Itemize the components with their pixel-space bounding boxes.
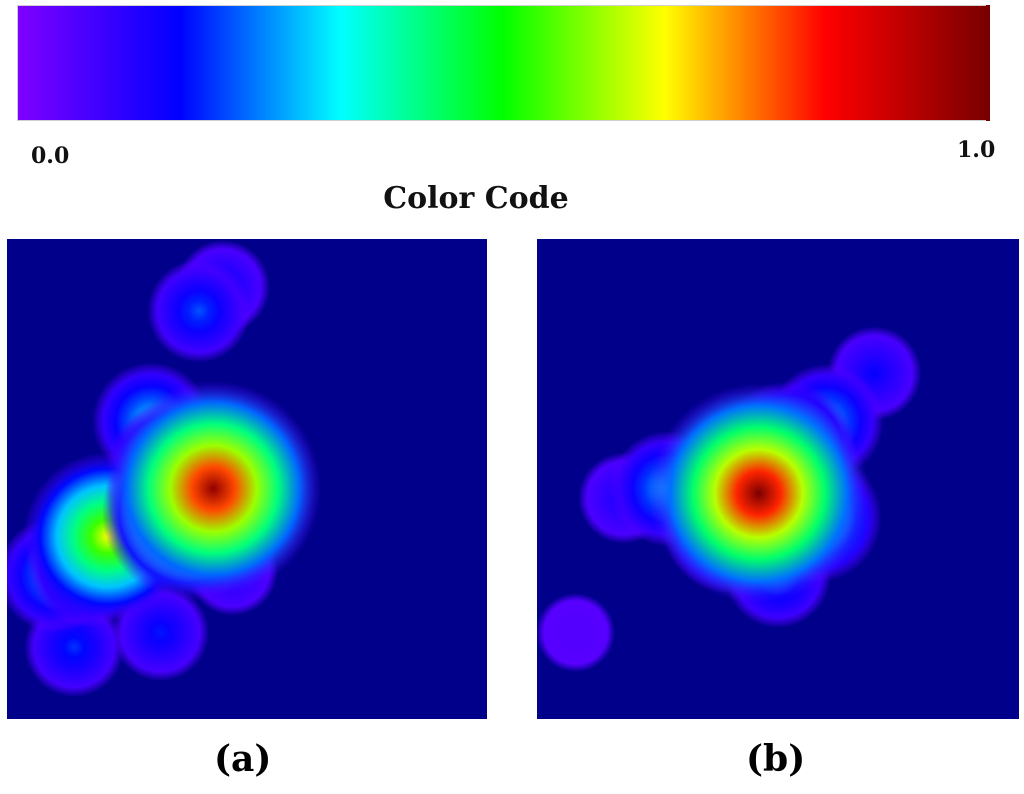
heatmap-b-hotspot (537, 593, 616, 673)
heatmap-panel-a (7, 239, 487, 719)
colorbar-end-cap (986, 5, 990, 121)
colorbar-min-label: 0.0 (31, 143, 70, 169)
colorbar-title: Color Code (383, 181, 569, 216)
heatmap-b-canvas (537, 239, 1019, 719)
panel-a-label: (a) (214, 738, 272, 780)
colorbar-gradient (17, 5, 988, 121)
panel-b-label: (b) (746, 738, 806, 780)
heatmap-a-canvas (7, 239, 487, 719)
heatmap-a-hotspot (105, 380, 322, 597)
heatmap-panel-b (537, 239, 1019, 719)
colorbar-max-label: 1.0 (957, 137, 996, 163)
heatmap-a-hotspot (147, 259, 251, 363)
heatmap-b-hotspot (648, 383, 869, 604)
